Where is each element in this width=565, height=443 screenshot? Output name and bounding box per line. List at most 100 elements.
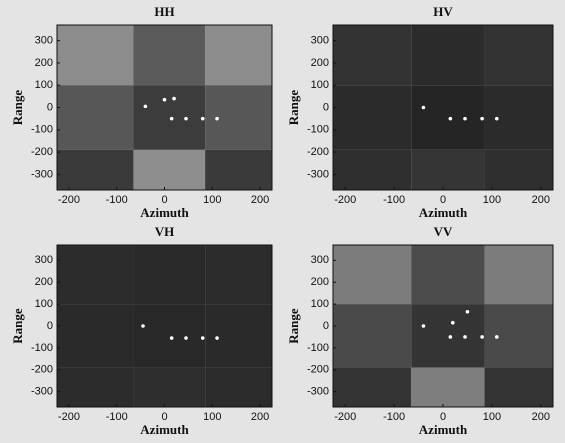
image-block [485,150,553,190]
x-tick-label: -200 [334,411,356,423]
y-tick-label: 100 [311,79,329,91]
x-tick-label: 200 [532,194,550,206]
image-block [205,304,272,367]
image-block [485,304,553,367]
x-tick-label: -100 [106,194,128,206]
image-block [205,25,272,85]
y-tick-label: 300 [311,35,329,47]
y-tick-label: -100 [31,342,53,354]
image-block [133,368,205,407]
y-axis-label: Range [10,308,25,344]
x-tick-label: -200 [58,194,80,206]
x-axis-label: Azimuth [419,422,468,437]
y-tick-label: 0 [47,320,53,332]
panel-title: VH [155,224,175,239]
point-target [144,105,148,109]
point-target [463,335,467,339]
image-block [57,245,133,304]
point-target [463,117,467,121]
y-tick-label: 300 [311,254,329,266]
image-block [333,368,411,407]
image-block [411,150,484,190]
x-tick-label: 100 [483,194,501,206]
x-axis-label: Azimuth [140,422,189,437]
image-block [57,150,133,190]
y-tick-label: -300 [307,386,329,398]
point-target [201,117,205,121]
image-block [133,304,205,367]
image-block [333,150,411,190]
image-block [485,25,553,85]
x-axis-label: Azimuth [140,205,189,220]
image-block [333,85,411,150]
image-block [205,368,272,407]
x-tick-label: -200 [58,411,80,423]
x-tick-label: -100 [383,411,405,423]
y-tick-label: -300 [31,168,53,180]
point-target [163,98,167,102]
x-axis-label: Azimuth [419,205,468,220]
y-tick-label: -200 [31,146,53,158]
point-target [495,117,499,121]
x-tick-label: 100 [203,194,221,206]
point-target [449,117,453,121]
point-target [480,117,484,121]
x-tick-label: -100 [383,194,405,206]
y-tick-label: 0 [47,101,53,113]
y-tick-label: 100 [35,298,53,310]
image-block [411,304,484,367]
image-block [333,245,411,304]
x-tick-label: 100 [483,411,501,423]
point-target [466,310,470,314]
y-tick-label: 200 [35,57,53,69]
image-block [133,25,205,85]
y-tick-label: 300 [35,35,53,47]
image-block [485,368,553,407]
x-tick-label: -100 [106,411,128,423]
image-block [205,245,272,304]
y-tick-label: -100 [307,342,329,354]
x-tick-label: 200 [532,411,550,423]
image-block [133,245,205,304]
point-target [215,117,219,121]
panel-title: HH [154,4,174,19]
y-tick-label: -100 [31,124,53,136]
image-block [485,85,553,150]
image-block [205,85,272,150]
point-target [495,335,499,339]
image-block [411,368,484,407]
y-tick-label: 200 [311,57,329,69]
y-axis-label: Range [286,308,301,344]
point-target [422,106,426,110]
point-target [170,117,174,121]
point-target [422,324,426,328]
image-block [133,150,205,190]
panel-title: HV [433,4,453,19]
point-target [141,324,145,328]
image-block [411,25,484,85]
panel-title: VV [434,224,453,239]
y-tick-label: -100 [307,124,329,136]
x-tick-label: 200 [251,411,269,423]
y-axis-label: Range [10,90,25,126]
y-tick-label: 0 [323,320,329,332]
image-block [57,368,133,407]
image-block [333,25,411,85]
image-block [205,150,272,190]
x-tick-label: -200 [334,194,356,206]
point-target [480,335,484,339]
point-target [451,321,455,325]
point-target [449,335,453,339]
x-tick-label: 200 [251,194,269,206]
image-block [411,245,484,304]
y-tick-label: 200 [311,276,329,288]
y-tick-label: -200 [307,146,329,158]
image-block [333,304,411,367]
y-tick-label: -200 [31,364,53,376]
image-block [485,245,553,304]
point-target [184,336,188,340]
point-target [184,117,188,121]
y-tick-label: -300 [31,386,53,398]
point-target [201,336,205,340]
